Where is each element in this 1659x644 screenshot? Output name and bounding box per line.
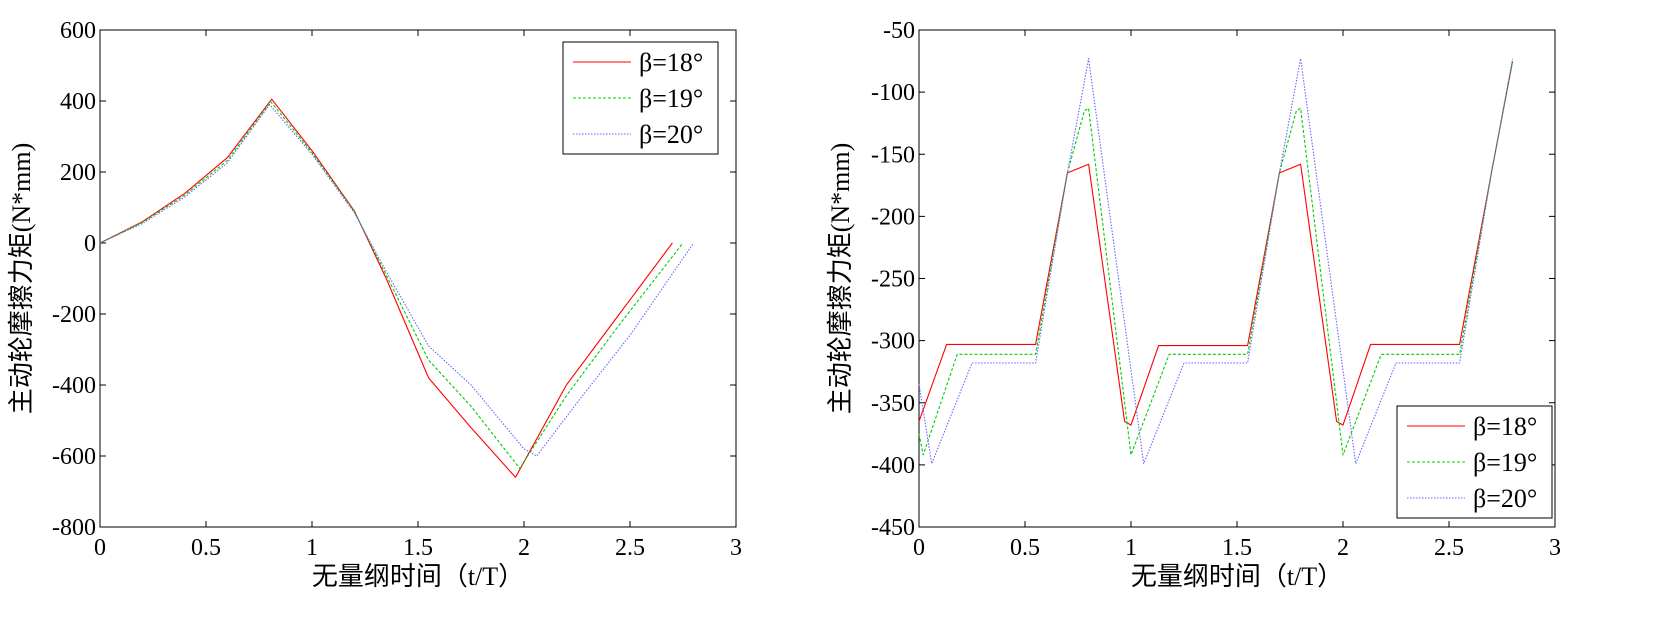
y-tick-label: -600: [52, 444, 96, 470]
x-tick-label: 1: [1125, 535, 1137, 561]
x-tick-label: 3: [1549, 535, 1561, 561]
x-tick-label: 1.5: [1222, 535, 1252, 561]
series-line-3: [918, 58, 1514, 465]
x-axis-label: 无量纲时间（t/T）: [312, 562, 524, 591]
y-tick-label: -400: [871, 453, 915, 479]
x-tick-label: 0.5: [191, 535, 221, 561]
y-tick-label: -800: [52, 515, 96, 541]
legend-label: β=18°: [639, 48, 703, 77]
series-line-3: [99, 104, 695, 457]
y-tick-label: -400: [52, 373, 96, 399]
y-tick-label: -100: [871, 80, 915, 106]
legend-label: β=19°: [1473, 448, 1537, 477]
chart-2: 0 0.5 1 1.5 2 2.5 3 -50 -100 -150 -200 -250 -300 -350…: [826, 18, 1561, 591]
y-tick-label: 600: [60, 18, 96, 44]
legend-label: β=19°: [639, 84, 703, 113]
series-line-1: [99, 98, 673, 478]
y-tick-label: -150: [871, 142, 915, 168]
x-tick-label: 1: [306, 535, 318, 561]
y-tick-label: -300: [871, 329, 915, 355]
x-tick-label: 0: [94, 535, 106, 561]
series-line-2: [99, 101, 684, 469]
y-tick-label: 0: [84, 231, 96, 257]
y-axis-label: 主动轮摩擦力矩(N*mm): [826, 143, 855, 415]
legend-label: β=18°: [1473, 412, 1537, 441]
x-tick-label: 0.5: [1010, 535, 1040, 561]
y-tick-label: -200: [52, 302, 96, 328]
x-tick-label: 2: [518, 535, 530, 561]
x-tick-label: 0: [913, 535, 925, 561]
series-line-1: [918, 60, 1514, 426]
y-tick-label: -250: [871, 267, 915, 293]
legend-label: β=20°: [1473, 484, 1537, 513]
legend: β=18° β=19° β=20°: [1396, 405, 1553, 519]
series-line-2: [918, 60, 1514, 456]
y-axis-label: 主动轮摩擦力矩(N*mm): [7, 143, 36, 415]
y-tick-label: 400: [60, 89, 96, 115]
y-tick-label: -200: [871, 204, 915, 230]
legend: β=18° β=19° β=20°: [562, 41, 719, 155]
x-tick-label: 2.5: [1434, 535, 1464, 561]
y-tick-label: -450: [871, 515, 915, 541]
x-tick-label: 2: [1337, 535, 1349, 561]
x-axis-label: 无量纲时间（t/T）: [1131, 562, 1343, 591]
y-tick-label: 200: [60, 160, 96, 186]
x-tick-label: 1.5: [403, 535, 433, 561]
x-tick-label: 3: [730, 535, 742, 561]
legend-label: β=20°: [639, 120, 703, 149]
y-tick-label: -350: [871, 391, 915, 417]
x-tick-label: 2.5: [615, 535, 645, 561]
y-tick-label: -50: [883, 18, 915, 44]
chart-1: 0 0.5 1 1.5 2 2.5 3 600 400 200 0 -200 -400 -600 -800 无…: [7, 18, 742, 591]
